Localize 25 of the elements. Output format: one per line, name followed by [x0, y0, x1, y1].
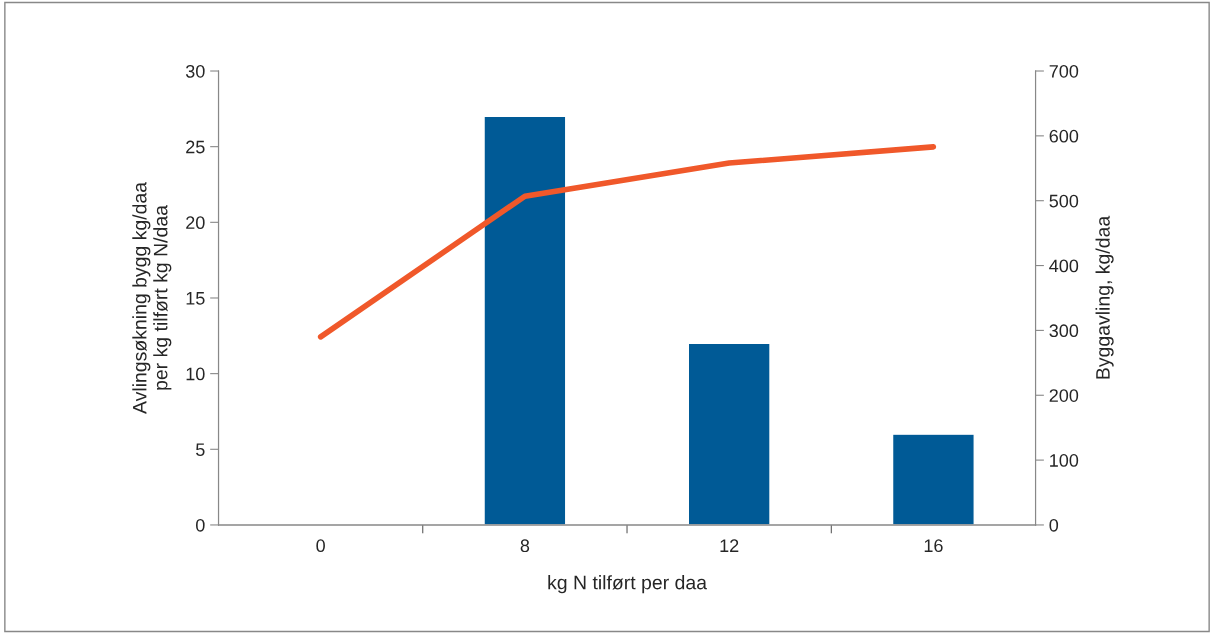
y2-axis-title: Byggavling, kg/daa [1095, 215, 1114, 379]
y-tick-label: 25 [186, 140, 205, 154]
y2-tick-label: 100 [1050, 454, 1079, 467]
y2-tick-label: 700 [1049, 64, 1079, 78]
y2-tick-label: 300 [1049, 324, 1079, 338]
y2-tick-label: 600 [1049, 129, 1079, 143]
x-tick-label: 8 [520, 539, 530, 553]
y-tick-label: 30 [185, 64, 205, 78]
bar [483, 115, 567, 525]
y-tick-label: 5 [196, 443, 205, 457]
bar [687, 342, 771, 525]
y-tick-label: 20 [186, 216, 205, 230]
y-tick-label: 15 [186, 292, 205, 305]
x-tick-label: 12 [720, 539, 739, 552]
y-tick-label: 0 [195, 518, 205, 532]
x-tick-label: 16 [924, 539, 943, 553]
x-axis-title: kg N tilført per daa [548, 575, 707, 594]
y2-tick-label: 200 [1049, 389, 1079, 402]
bar [891, 433, 975, 525]
y-axis-title: Avlingsøkning bygg kg/daa per kg tilført kg N/daa [132, 181, 172, 414]
x-tick-label: 0 [316, 539, 325, 553]
y-tick-label: 10 [186, 367, 205, 381]
y2-tick-label: 500 [1049, 194, 1079, 208]
y2-tick-label: 0 [1049, 518, 1059, 532]
y2-tick-label: 400 [1049, 259, 1079, 273]
